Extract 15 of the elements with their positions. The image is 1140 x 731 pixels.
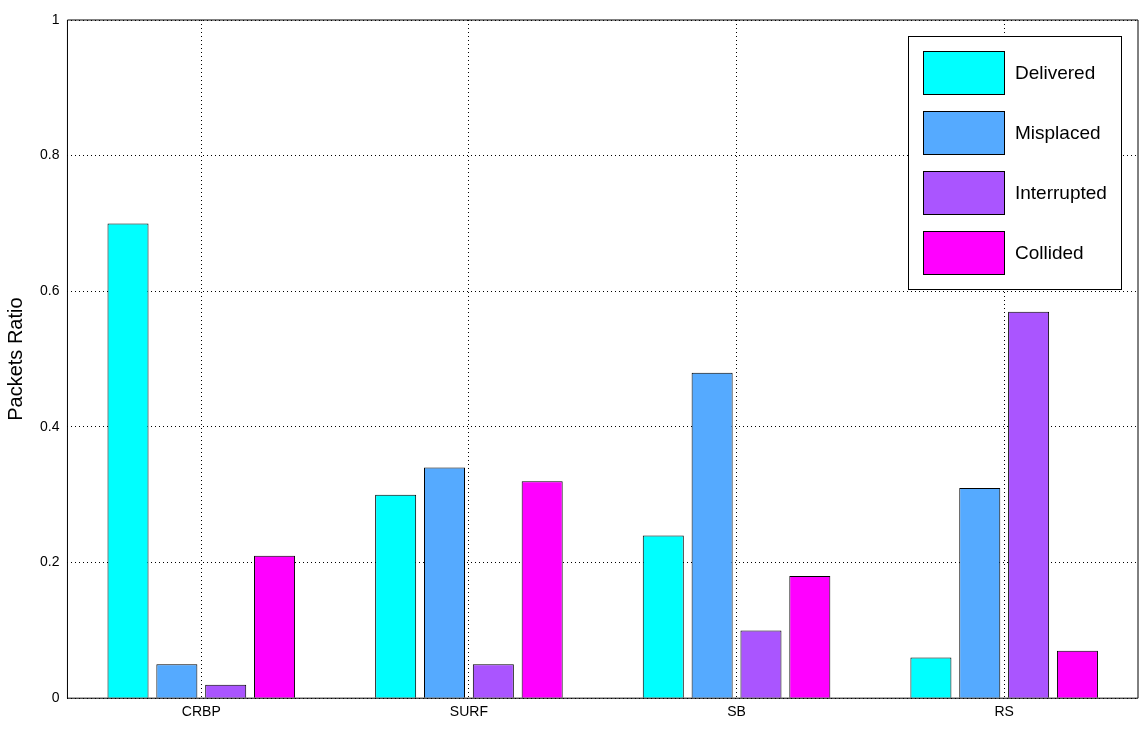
legend-label: Interrupted [1015, 182, 1107, 204]
x-tick-label: RS [994, 703, 1014, 720]
y-tick-label: 0.8 [39, 146, 60, 163]
y-tick-label: 0.6 [39, 282, 60, 299]
y-axis-title: Packets Ratio [3, 297, 26, 421]
legend-label: Collided [1015, 242, 1084, 264]
x-tick-label: SB [727, 703, 746, 720]
y-tick-label: 0 [51, 689, 60, 706]
y-tick-label: 0.4 [39, 417, 60, 434]
x-tick-label: SURF [449, 703, 488, 720]
y-tick-label: 0.2 [39, 553, 60, 570]
x-tick-label: CRBP [181, 703, 221, 720]
legend-label: Misplaced [1015, 122, 1101, 144]
y-tick-label: 1 [51, 10, 60, 27]
legend-label: Delivered [1015, 62, 1096, 84]
